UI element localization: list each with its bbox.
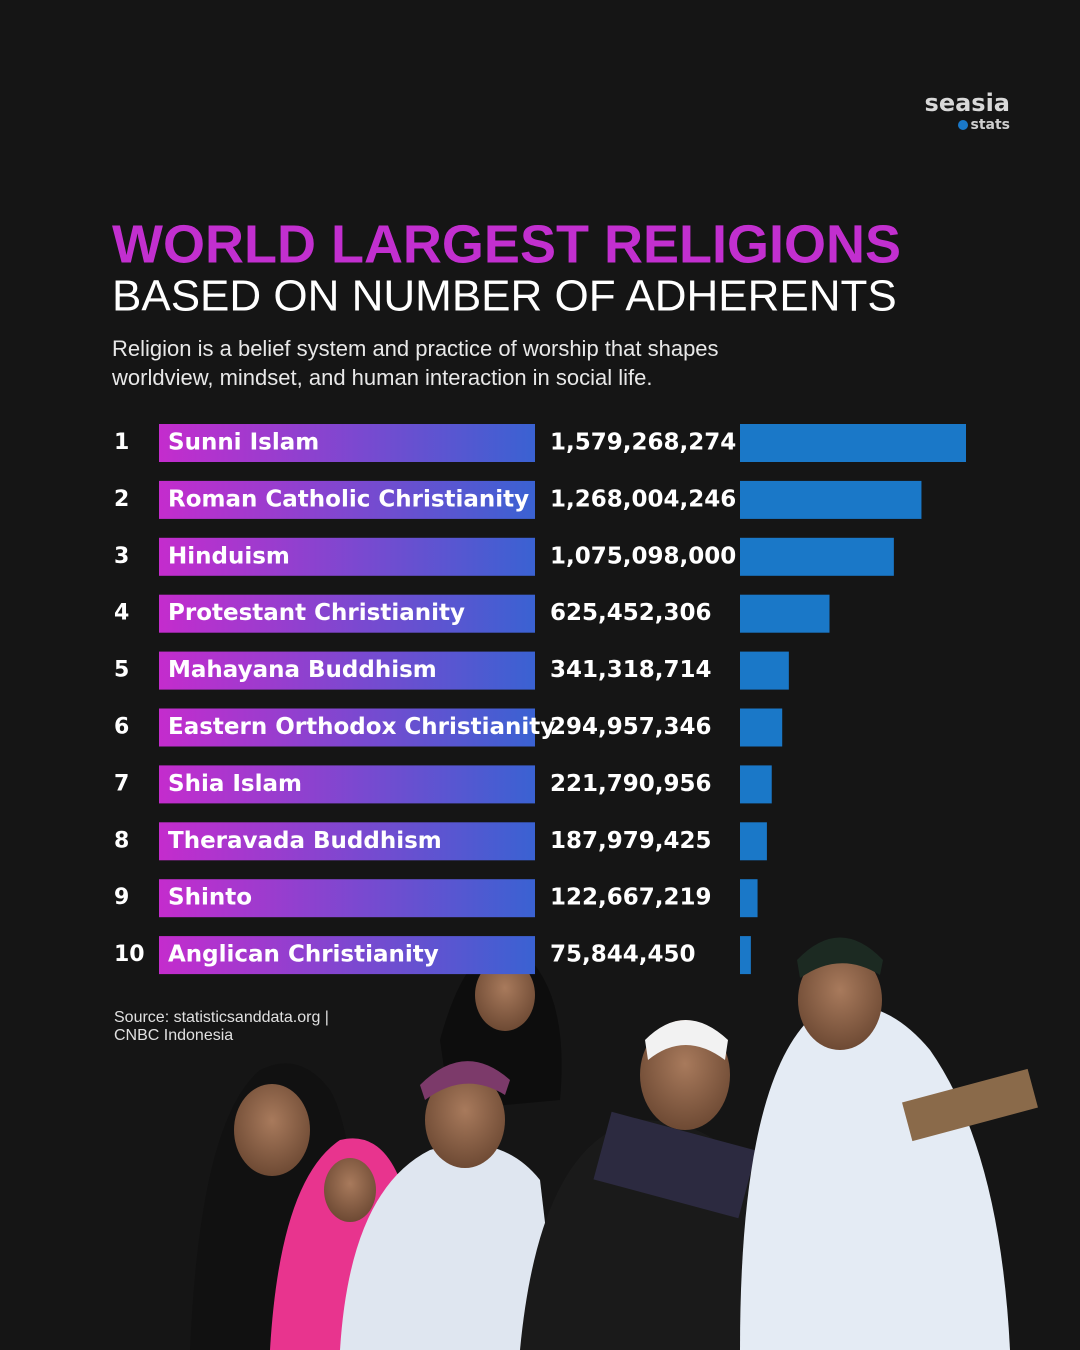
- bar: [740, 651, 789, 690]
- bar: [740, 537, 894, 576]
- value-label: 1,075,098,000: [550, 543, 736, 569]
- source: Source: statisticsanddata.org |: [114, 1009, 329, 1026]
- bar: [740, 424, 966, 462]
- label-band: [159, 651, 535, 690]
- rank: 9: [114, 885, 129, 910]
- value-label: 75,844,450: [550, 942, 696, 968]
- value-label: 1,268,004,246: [550, 486, 736, 512]
- category-label: Mahayana Buddhism: [168, 657, 437, 683]
- chart-title: WORLD LARGEST RELIGIONS: [112, 214, 901, 274]
- rank: 10: [114, 942, 145, 967]
- rank: 8: [114, 828, 129, 853]
- bar: [740, 708, 783, 747]
- brand-dot: [958, 120, 968, 130]
- rank: 3: [114, 544, 129, 569]
- category-label: Anglican Christianity: [168, 942, 439, 968]
- category-label: Shinto: [168, 885, 252, 911]
- value-label: 625,452,306: [550, 600, 712, 626]
- label-band: [159, 936, 535, 975]
- category-label: Sunni Islam: [168, 430, 319, 456]
- label-band: [159, 537, 535, 576]
- category-label: Eastern Orthodox Christianity: [168, 714, 555, 740]
- category-label: Theravada Buddhism: [168, 828, 442, 854]
- bar: [740, 879, 758, 918]
- description-line: worldview, mindset, and human interactio…: [111, 365, 653, 390]
- value-label: 1,579,268,274: [550, 430, 736, 456]
- label-band: [159, 480, 535, 519]
- rank: 1: [114, 430, 129, 455]
- label-band: [159, 708, 535, 747]
- value-label: 294,957,346: [550, 714, 712, 740]
- value-label: 221,790,956: [550, 771, 712, 797]
- rank: 2: [114, 487, 129, 512]
- brand-tagline: stats: [971, 117, 1011, 133]
- category-label: Roman Catholic Christianity: [168, 486, 529, 512]
- rank: 4: [114, 601, 129, 626]
- label-band: [159, 594, 535, 633]
- photo: [190, 937, 1038, 1350]
- label-band: [159, 879, 535, 918]
- label-band: [159, 765, 535, 804]
- bar: [740, 822, 767, 861]
- label-band: [159, 424, 535, 462]
- value-label: 122,667,219: [550, 885, 712, 911]
- bar: [740, 765, 772, 804]
- bar: [740, 594, 830, 633]
- brand-name: seasia: [925, 89, 1010, 117]
- rank: 5: [114, 658, 129, 683]
- label-band: [159, 822, 535, 861]
- category-label: Protestant Christianity: [168, 600, 465, 626]
- bar: [740, 936, 751, 975]
- chart-subtitle: BASED ON NUMBER OF ADHERENTS: [112, 272, 897, 321]
- description-line: Religion is a belief system and practice…: [112, 336, 719, 361]
- category-label: Shia Islam: [168, 771, 302, 797]
- rank: 7: [114, 771, 129, 796]
- source: CNBC Indonesia: [114, 1027, 233, 1044]
- bar: [740, 480, 922, 519]
- value-label: 187,979,425: [550, 828, 712, 854]
- category-label: Hinduism: [168, 543, 290, 569]
- rank: 6: [114, 715, 129, 740]
- value-label: 341,318,714: [550, 657, 712, 683]
